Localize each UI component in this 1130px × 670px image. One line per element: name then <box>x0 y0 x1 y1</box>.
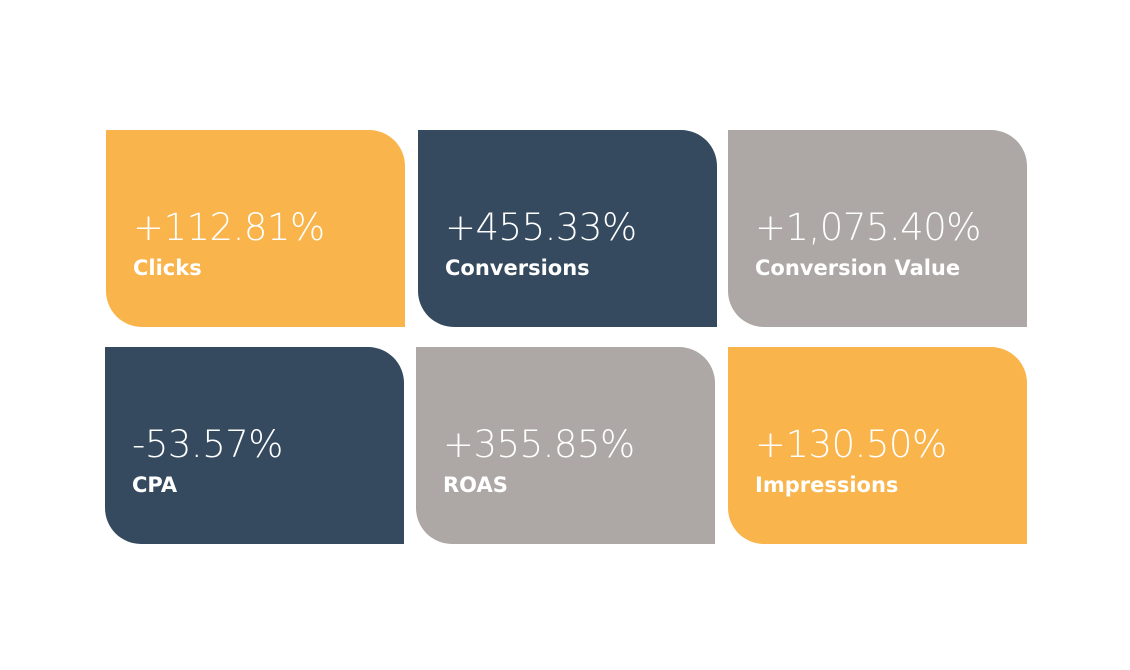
kpi-label: Clicks <box>133 256 202 280</box>
kpi-card: +130.50% Impressions <box>728 347 1027 544</box>
kpi-card: -53.57% CPA <box>105 347 404 544</box>
kpi-label: Impressions <box>755 473 899 497</box>
kpi-value: +130.50% <box>755 423 947 466</box>
kpi-value: +455.33% <box>445 206 637 249</box>
kpi-card: +112.81% Clicks <box>106 130 405 327</box>
kpi-label: CPA <box>132 473 178 497</box>
kpi-label: Conversions <box>445 256 590 280</box>
kpi-value: -53.57% <box>132 423 283 466</box>
kpi-card: +355.85% ROAS <box>416 347 715 544</box>
kpi-card: +455.33% Conversions <box>418 130 717 327</box>
kpi-value: +355.85% <box>443 423 635 466</box>
kpi-label: Conversion Value <box>755 256 961 280</box>
kpi-card: +1,075.40% Conversion Value <box>728 130 1027 327</box>
kpi-value: +1,075.40% <box>755 206 981 249</box>
kpi-label: ROAS <box>443 473 508 497</box>
kpi-value: +112.81% <box>133 206 325 249</box>
